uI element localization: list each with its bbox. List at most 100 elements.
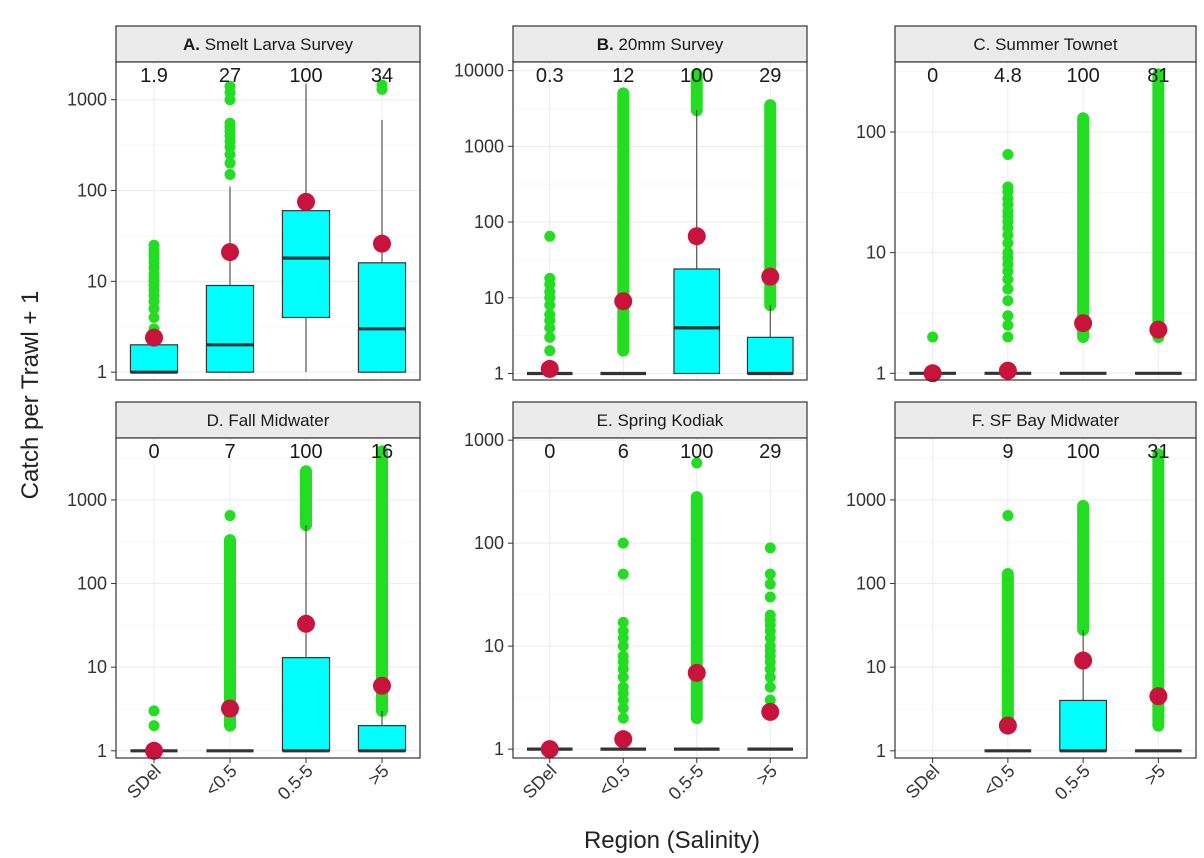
outlier-band bbox=[617, 87, 630, 357]
x-tick-label: SDel bbox=[902, 761, 944, 803]
box-0.5-5 bbox=[673, 457, 720, 751]
box-iqr bbox=[357, 262, 407, 373]
outlier-point bbox=[1002, 247, 1014, 259]
outlier-point bbox=[224, 157, 236, 169]
outlier-point bbox=[1002, 310, 1014, 322]
y-tick-label: 10 bbox=[87, 657, 107, 677]
panel-letter: A. bbox=[183, 35, 200, 54]
outlier-point bbox=[617, 625, 629, 637]
outlier-band bbox=[764, 99, 777, 312]
outlier-point bbox=[1002, 273, 1014, 285]
panel-name: Spring Kodiak bbox=[613, 411, 724, 430]
y-tick-label: 100 bbox=[77, 574, 107, 594]
outlier-point bbox=[224, 80, 236, 92]
box-iqr bbox=[205, 284, 255, 373]
outlier-point bbox=[617, 640, 629, 652]
mean-point bbox=[687, 663, 706, 682]
y-tick-label: 10 bbox=[866, 657, 886, 677]
outlier-point bbox=[617, 712, 629, 724]
y-tick-label: 1 bbox=[97, 362, 107, 382]
mean-point bbox=[221, 243, 239, 262]
y-tick-label: 100 bbox=[856, 574, 886, 594]
panel-title: C. Summer Townet bbox=[973, 35, 1118, 54]
y-tick-label: 1000 bbox=[67, 490, 107, 510]
mean-point bbox=[221, 699, 239, 718]
box-SDel bbox=[909, 331, 956, 383]
mean-point bbox=[1149, 320, 1168, 339]
outlier-band bbox=[690, 68, 703, 117]
percent-label: 100 bbox=[1066, 65, 1099, 87]
outlier-point bbox=[544, 331, 556, 343]
box-iqr bbox=[357, 725, 407, 752]
outlier-band bbox=[1077, 499, 1090, 636]
outlier-point bbox=[376, 79, 388, 91]
mean-point bbox=[540, 359, 559, 378]
panel-name: Fall Midwater bbox=[224, 411, 330, 430]
panel-border bbox=[894, 437, 1197, 759]
x-tick-label: <0.5 bbox=[202, 761, 241, 800]
mean-point bbox=[1149, 687, 1168, 706]
percent-label: 9 bbox=[1002, 441, 1013, 463]
panel-name: Smelt Larva Survey bbox=[200, 35, 354, 54]
outlier-point bbox=[1002, 295, 1014, 307]
outlier-point bbox=[1002, 181, 1014, 193]
percent-label: 0 bbox=[927, 65, 938, 87]
box-SDel bbox=[129, 239, 179, 374]
panel-border bbox=[115, 61, 421, 381]
percent-label: 100 bbox=[680, 65, 713, 87]
outlier-point bbox=[764, 578, 776, 590]
box-iqr bbox=[281, 210, 331, 319]
outlier-point bbox=[764, 609, 776, 621]
y-tick-label: 1000 bbox=[464, 136, 504, 156]
percent-label: 16 bbox=[371, 441, 393, 463]
panel-background bbox=[895, 438, 1196, 758]
y-tick-label: 1 bbox=[876, 741, 886, 761]
percent-label: 12 bbox=[612, 65, 634, 87]
x-tick-label: SDel bbox=[123, 761, 165, 803]
percent-label: 100 bbox=[1066, 441, 1099, 463]
outlier-point bbox=[148, 311, 160, 323]
y-tick-label: 10 bbox=[484, 636, 504, 656]
panel-border bbox=[115, 437, 421, 759]
box-0.5-5 bbox=[281, 83, 331, 373]
outlier-point bbox=[544, 272, 556, 284]
panel-title: A. Smelt Larva Survey bbox=[183, 35, 354, 54]
percent-label: 100 bbox=[680, 441, 713, 463]
box->5 bbox=[357, 445, 407, 753]
outlier-band bbox=[1152, 68, 1165, 343]
outlier-point bbox=[764, 591, 776, 603]
outlier-point bbox=[224, 510, 236, 522]
outlier-point bbox=[544, 345, 556, 357]
outlier-point bbox=[764, 681, 776, 693]
x-tick-label: >5 bbox=[1141, 761, 1170, 790]
panel-strip bbox=[115, 401, 421, 439]
outlier-point bbox=[617, 702, 629, 714]
outlier-point bbox=[617, 537, 629, 549]
percent-label: 0 bbox=[544, 441, 555, 463]
panel-strip bbox=[894, 25, 1197, 63]
panel-5: E. Spring Kodiak 1 10 100 1000 0 6 100 29 SDel <0.… bbox=[464, 401, 808, 804]
panel-name: Summer Townet bbox=[990, 35, 1118, 54]
percent-label: 100 bbox=[289, 441, 322, 463]
y-tick-label: 10 bbox=[87, 271, 107, 291]
mean-point bbox=[373, 676, 391, 695]
panel-strip bbox=[894, 401, 1197, 439]
y-tick-label: 100 bbox=[77, 181, 107, 201]
box-0.5-5 bbox=[281, 465, 331, 753]
box-0.5-5 bbox=[1059, 499, 1108, 753]
panel-4: D. Fall Midwater 1 10 100 1000 0 7 100 16 SDel <0.… bbox=[67, 401, 421, 804]
mean-point bbox=[761, 267, 780, 286]
outlier-band bbox=[300, 465, 312, 532]
mean-point bbox=[145, 741, 163, 760]
outlier-point bbox=[1002, 510, 1014, 522]
y-axis-title: Catch per Trawl + 1 bbox=[17, 291, 44, 500]
outlier-point bbox=[1002, 237, 1014, 249]
outlier-point bbox=[1002, 283, 1014, 295]
y-tick-label: 1 bbox=[876, 363, 886, 383]
x-tick-label: <0.5 bbox=[979, 761, 1018, 800]
mean-point bbox=[373, 234, 391, 253]
y-tick-label: 1000 bbox=[67, 90, 107, 110]
box-iqr bbox=[673, 268, 721, 375]
panel-background bbox=[116, 438, 420, 758]
